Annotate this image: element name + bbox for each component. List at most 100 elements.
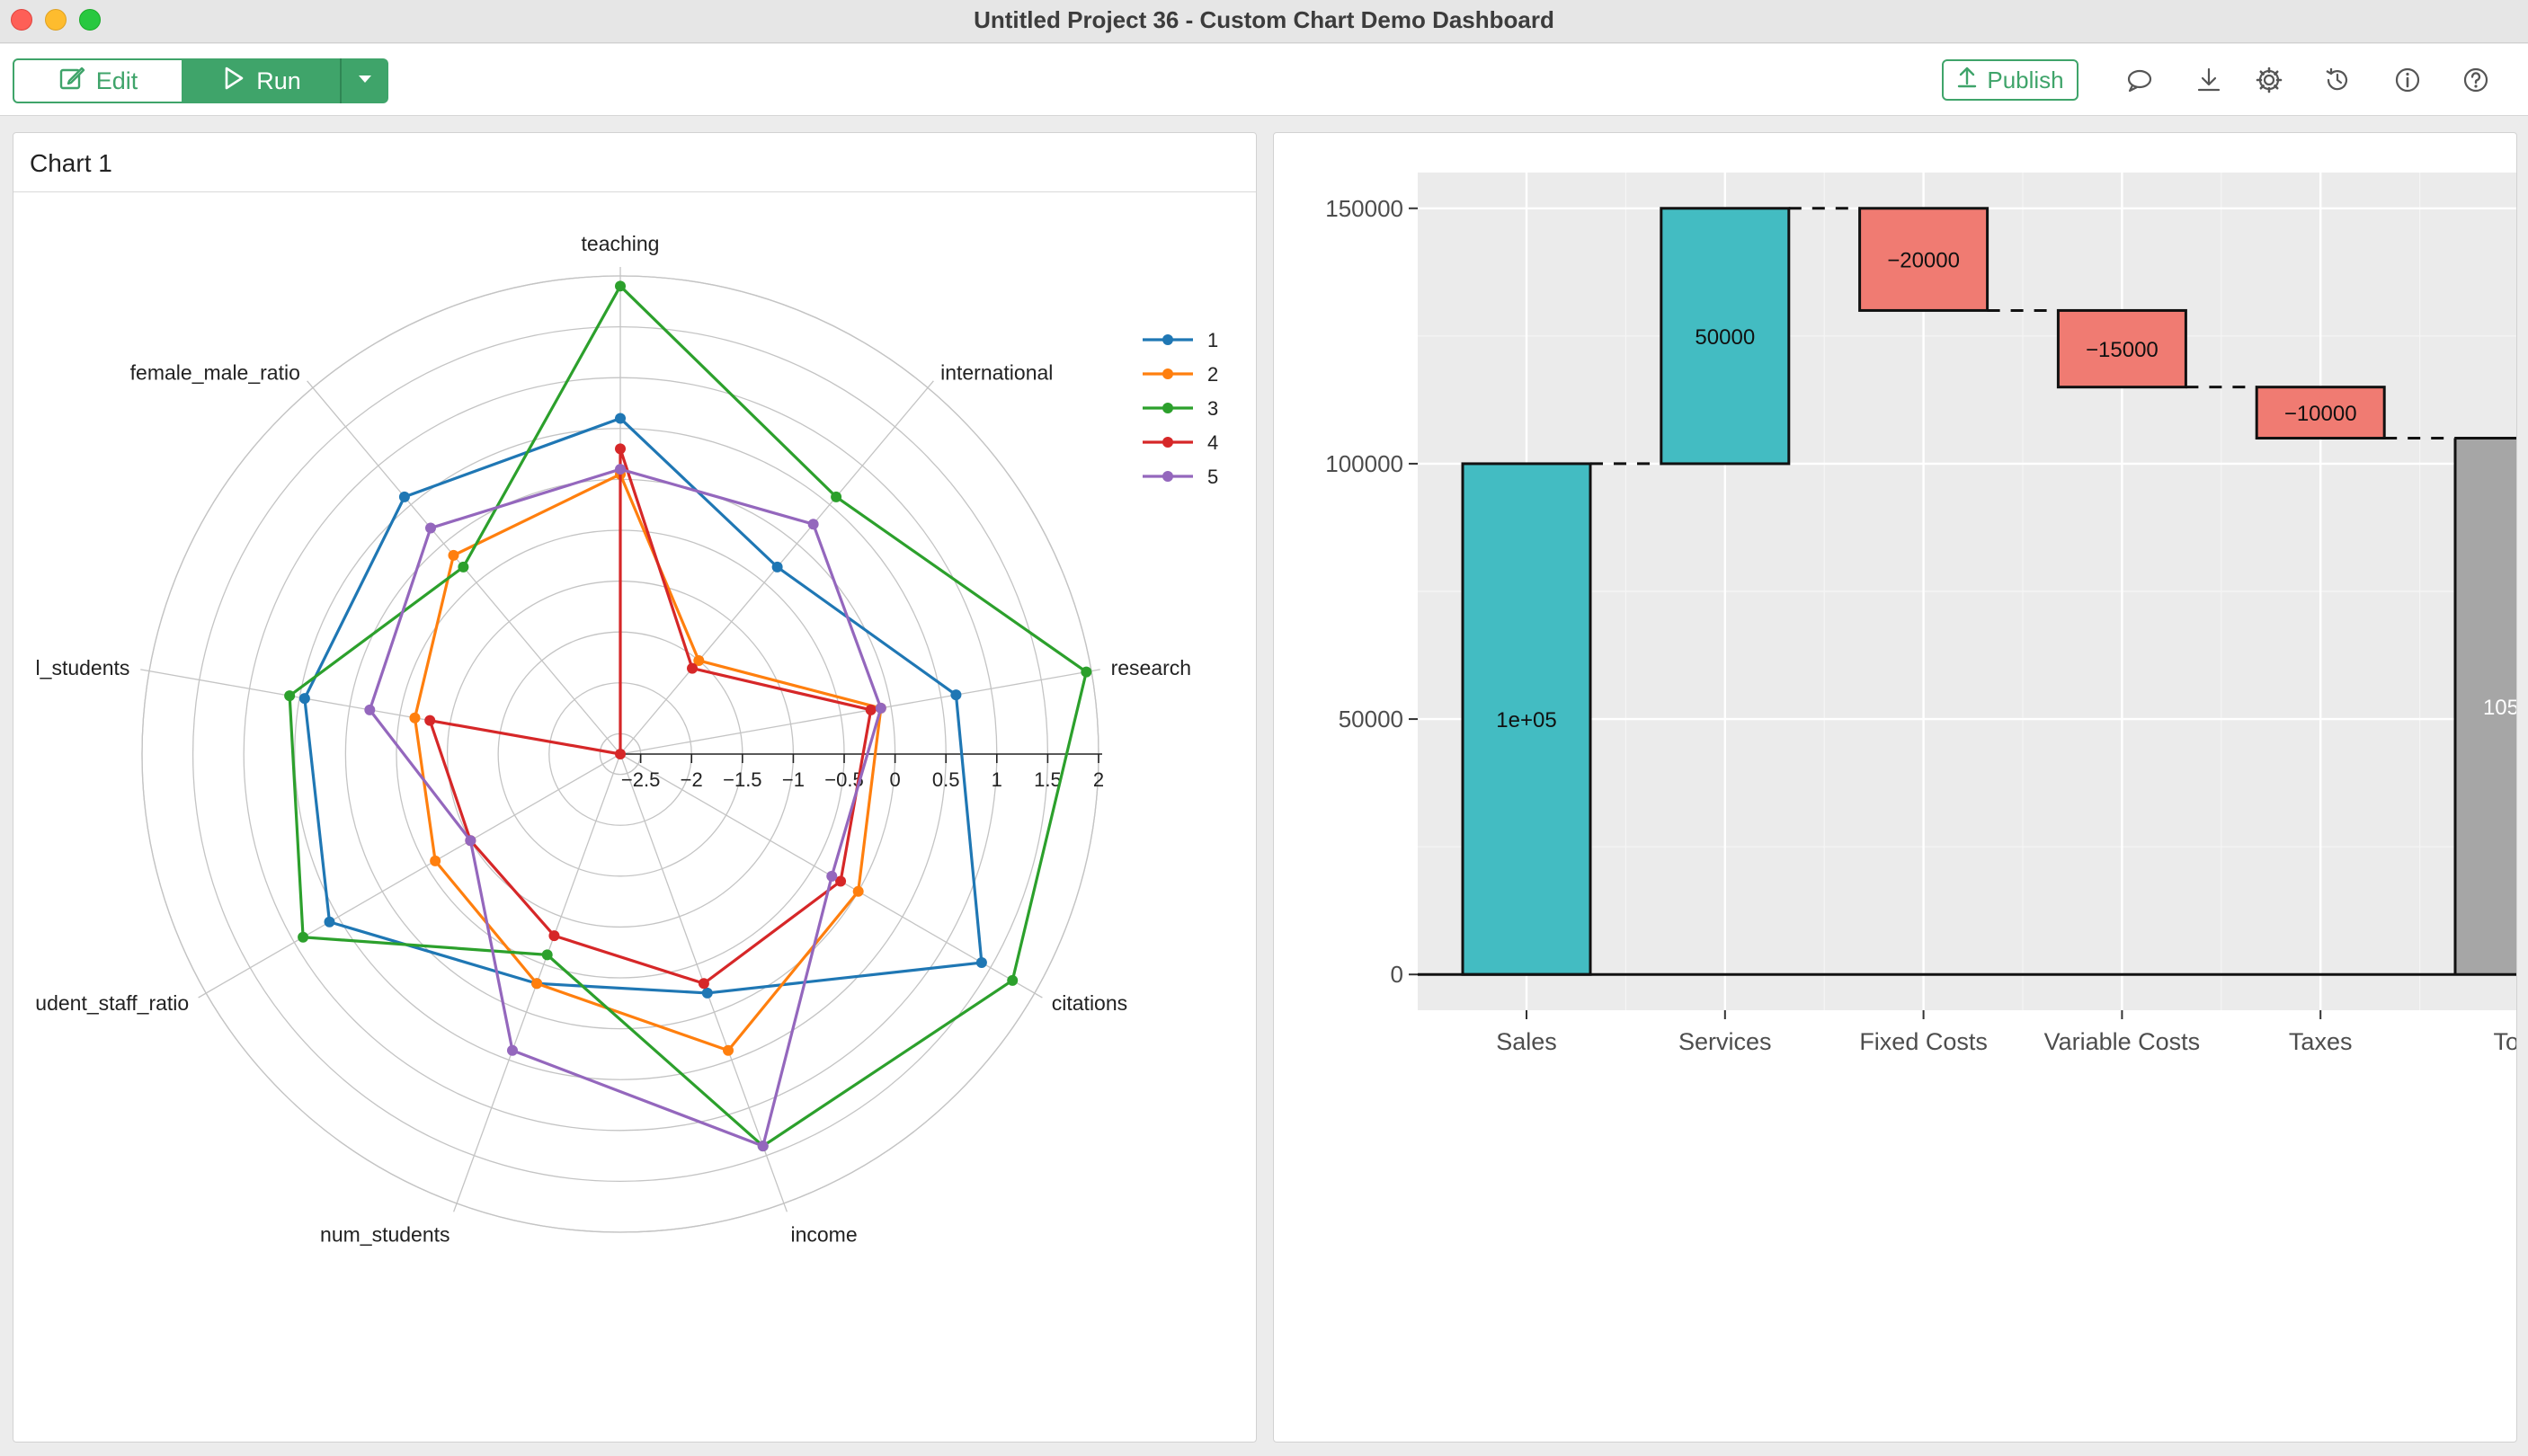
panel-title: Chart 1 [30, 149, 112, 177]
series-point-2 [531, 978, 543, 990]
x-tick-label: Total [2493, 1028, 2516, 1055]
x-tick-label: Services [1678, 1028, 1772, 1055]
legend-label-3: 3 [1207, 397, 1218, 420]
upload-icon [1956, 66, 1978, 95]
axis-label: l_students [36, 656, 130, 679]
axis-label: international [940, 361, 1053, 385]
series-point-5 [826, 870, 838, 882]
chart-panel-waterfall[interactable]: 0 50000 100000 150000 1e+05 50000 −20000 −15000… [1273, 132, 2517, 1443]
run-label: Run [256, 67, 301, 94]
series-point-5 [875, 702, 886, 714]
legend-marker-2 [1162, 368, 1173, 379]
axis-label: female_male_ratio [130, 361, 300, 385]
series-line-5 [368, 467, 883, 1148]
help-icon[interactable] [2461, 66, 2490, 94]
comment-icon[interactable] [2125, 66, 2154, 94]
legend-marker-1 [1162, 334, 1173, 345]
axis-label: citations [1052, 991, 1127, 1015]
series-point-3 [298, 931, 309, 943]
series-point-5 [506, 1044, 518, 1056]
series-point-1 [950, 689, 962, 701]
series-point-4 [698, 978, 709, 990]
publish-button[interactable]: Publish [1942, 59, 2078, 101]
bar-services [1660, 207, 1791, 466]
download-icon[interactable] [2194, 66, 2223, 94]
series-point-5 [364, 704, 376, 715]
radial-tick-label: −1 [782, 768, 805, 791]
series-point-3 [615, 280, 626, 292]
axis-label: research [1111, 656, 1191, 679]
y-tick-label: 150000 [1325, 195, 1403, 222]
close-window-button[interactable] [11, 9, 32, 31]
axis-spoke [619, 669, 1100, 755]
bar-value-label: −10000 [2284, 402, 2357, 426]
legend-marker-4 [1162, 437, 1173, 448]
bar-taxes [2255, 386, 2386, 440]
legend-label-4: 4 [1207, 431, 1218, 454]
series-point-2 [409, 712, 421, 724]
series-point-1 [324, 916, 335, 928]
bar-variable-costs [2056, 308, 2187, 389]
x-tick-label: Fixed Costs [1859, 1028, 1988, 1055]
series-point-3 [284, 690, 296, 702]
series-point-5 [615, 464, 626, 475]
series-point-4 [835, 875, 847, 887]
radial-tick-label: 0 [889, 768, 900, 791]
window-title: Untitled Project 36 - Custom Chart Demo … [974, 6, 1554, 33]
series-point-1 [975, 957, 987, 969]
radar-chart: teaching international research citations in… [35, 232, 1218, 1247]
bar-value-label: −20000 [1887, 249, 1960, 273]
play-icon [222, 66, 245, 97]
legend-label-5: 5 [1207, 466, 1218, 488]
series-point-2 [430, 855, 441, 866]
radial-tick-label: 1 [992, 768, 1002, 791]
series-line-3 [288, 284, 1088, 1148]
edit-button[interactable]: Edit [13, 58, 183, 103]
series-point-1 [298, 693, 310, 705]
bar-value-label: 50000 [1695, 325, 1755, 350]
axis-label: num_students [320, 1223, 450, 1247]
series-point-3 [1081, 666, 1092, 678]
bar-sales [1461, 462, 1592, 976]
series-point-2 [448, 549, 459, 561]
history-icon[interactable] [2323, 66, 2352, 94]
series-point-1 [398, 491, 410, 502]
legend-marker-5 [1162, 471, 1173, 482]
series-point-2 [723, 1044, 734, 1056]
minimize-window-button[interactable] [45, 9, 67, 31]
maximize-window-button[interactable] [79, 9, 101, 31]
series-point-5 [425, 522, 437, 534]
series-line-1 [303, 416, 984, 995]
series-line-2 [413, 473, 883, 1052]
run-button[interactable]: Run [183, 58, 342, 103]
bar-fixed-costs [1858, 207, 1989, 312]
axis-label: udent_staff_ratio [35, 991, 189, 1015]
x-tick-label: Sales [1496, 1028, 1557, 1055]
bar-value-label: 1e+05 [1496, 708, 1556, 732]
series-point-3 [458, 561, 469, 573]
radial-tick-label: −2 [681, 768, 703, 791]
series-point-4 [424, 715, 436, 726]
title-bar: Untitled Project 36 - Custom Chart Demo … [0, 0, 2528, 43]
series-point-4 [865, 704, 877, 715]
legend-label-2: 2 [1207, 363, 1218, 386]
x-tick-label: Taxes [2289, 1028, 2353, 1055]
radial-tick-label: 2 [1093, 768, 1104, 791]
legend-marker-3 [1162, 403, 1173, 413]
info-icon[interactable] [2393, 66, 2422, 94]
y-tick-label: 0 [1391, 961, 1403, 988]
series-point-5 [757, 1141, 769, 1152]
axis-spoke [198, 753, 621, 999]
series-point-5 [465, 835, 476, 847]
series-point-3 [541, 949, 553, 961]
legend-label-1: 1 [1207, 329, 1218, 351]
series-point-3 [1007, 974, 1019, 986]
run-options-dropdown[interactable] [342, 58, 388, 103]
x-tick-label: Variable Costs [2044, 1028, 2201, 1055]
chart-panel-radar[interactable]: Chart 1 teaching international research cit… [13, 132, 1257, 1443]
gear-icon[interactable] [2255, 66, 2283, 94]
y-tick-label: 100000 [1325, 450, 1403, 477]
waterfall-chart: 0 50000 100000 150000 1e+05 50000 −20000 −15000… [1325, 173, 2516, 1055]
series-point-4 [687, 662, 699, 674]
bar-value-label: −15000 [2086, 338, 2159, 362]
